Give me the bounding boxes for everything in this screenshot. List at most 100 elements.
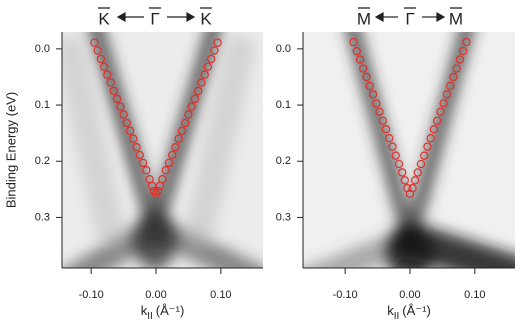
data-point (400, 176, 409, 185)
x-axis-label: kII (Å⁻¹) (387, 303, 431, 321)
x-axis-label-part: k (141, 303, 148, 318)
data-point (210, 46, 219, 55)
data-point (164, 158, 174, 168)
symmetry-point-label: K (200, 9, 212, 28)
symmetry-point-label: Γ (150, 9, 159, 28)
data-point (96, 54, 106, 64)
data-point (365, 81, 374, 91)
data-point (378, 116, 387, 125)
x-axis-label-part: II (147, 311, 153, 322)
symmetry-point-label: M (449, 9, 463, 28)
data-point (381, 125, 391, 134)
data-point (413, 168, 422, 177)
data-point (408, 184, 417, 193)
data-point (462, 37, 471, 47)
x-axis-label-part: (Å⁻¹) (156, 303, 185, 318)
data-point (193, 86, 203, 96)
data-point (429, 125, 439, 134)
symmetry-point-label: Γ (405, 9, 414, 28)
data-point (112, 94, 122, 104)
data-point (416, 159, 426, 169)
data-point (397, 168, 407, 177)
data-point (442, 90, 452, 99)
data-point (375, 107, 384, 116)
data-point (125, 126, 135, 136)
x-tick-label: -0.10 (79, 289, 104, 301)
x-tick-label: 0.10 (210, 289, 231, 301)
data-point (116, 102, 125, 111)
data-point (200, 70, 209, 79)
data-point (458, 46, 468, 56)
x-axis-label-part: k (387, 303, 394, 318)
data-point (445, 81, 455, 91)
x-axis-label: kII (Å⁻¹) (141, 303, 185, 321)
x-tick-label: 0.00 (399, 289, 420, 301)
data-point (171, 142, 180, 152)
y-tick-label: 0.3 (35, 211, 50, 223)
x-axis-label-part: (Å⁻¹) (402, 303, 431, 318)
data-point (109, 86, 119, 96)
data-point (455, 55, 465, 64)
data-point (372, 99, 381, 108)
data-point (129, 134, 138, 143)
data-point (426, 133, 435, 143)
y-tick-label: 0.1 (35, 99, 50, 111)
x-tick-label: 0.10 (464, 289, 485, 301)
data-point (138, 158, 148, 168)
data-point (132, 142, 141, 152)
data-point (135, 150, 145, 160)
data-point (168, 150, 177, 160)
intensity-map (303, 32, 515, 268)
data-point (90, 38, 99, 47)
data-point (99, 62, 109, 72)
data-point (142, 166, 151, 175)
data-point (153, 186, 163, 196)
x-tick-label: -0.10 (333, 289, 358, 301)
data-point (452, 64, 461, 73)
data-point (368, 90, 378, 99)
symmetry-point-label: K (98, 9, 110, 28)
data-point (362, 72, 371, 82)
data-point (206, 54, 216, 64)
y-tick-label: 0.2 (276, 155, 291, 167)
data-point (355, 55, 365, 64)
data-point (385, 133, 394, 143)
data-point (449, 72, 458, 82)
symmetry-point-label: M (357, 9, 371, 28)
y-tick-label: 0.1 (276, 99, 291, 111)
data-point (103, 70, 112, 79)
data-point (174, 134, 183, 143)
data-point (93, 46, 102, 55)
y-tick-label: 0.0 (35, 43, 50, 55)
data-point (161, 166, 170, 175)
data-point (106, 78, 115, 87)
intensity-map (62, 32, 263, 268)
data-point (197, 78, 206, 87)
data-point (158, 175, 167, 184)
data-point (203, 62, 213, 72)
data-point (359, 64, 368, 73)
data-point (388, 142, 397, 151)
data-point (439, 99, 448, 108)
data-point (394, 159, 404, 169)
data-point (213, 38, 222, 47)
y-axis-label: Binding Energy (eV) (3, 92, 18, 208)
data-point (433, 116, 442, 125)
data-point (391, 151, 400, 160)
y-tick-label: 0.3 (276, 211, 291, 223)
data-point (420, 151, 429, 160)
data-point (410, 176, 420, 185)
data-point (190, 94, 200, 104)
data-point (184, 110, 193, 119)
arrows (116, 11, 446, 23)
data-point (177, 126, 187, 136)
data-point (436, 107, 445, 116)
x-axis-label-part: II (394, 311, 400, 322)
data-point (349, 37, 358, 47)
data-point (119, 110, 128, 119)
x-tick-label: 0.00 (145, 289, 166, 301)
data-point (180, 118, 190, 128)
data-point (423, 142, 432, 151)
data-point (122, 118, 132, 128)
